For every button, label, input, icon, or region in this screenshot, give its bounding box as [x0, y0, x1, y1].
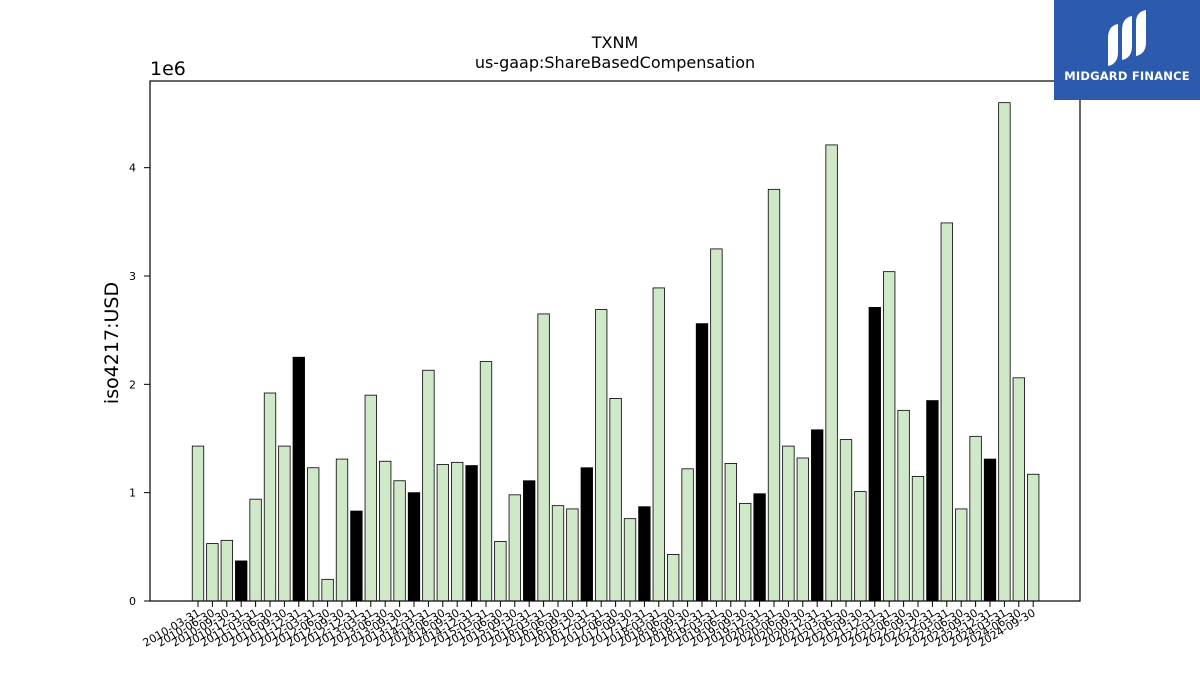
bar-2017-06-30: [609, 398, 622, 602]
bar-2019-06-30: [724, 463, 737, 602]
bar-2014-06-30: [436, 464, 449, 602]
bar-2014-03-31: [422, 369, 435, 602]
bar-2023-12-31: [983, 458, 997, 602]
brand-logo: MIDGARD FINANCE: [1054, 0, 1200, 100]
bar-2018-03-31: [652, 287, 665, 602]
bar-2024-03-31: [998, 102, 1011, 602]
bar-2023-09-30: [969, 435, 982, 602]
bar-2022-03-31: [883, 271, 896, 602]
y-tick-label: 4: [129, 162, 136, 175]
y-ticks-group: 0 1 2 3 4: [129, 162, 150, 608]
bar-2018-09-30: [681, 468, 694, 602]
bar-2022-12-31: [926, 400, 939, 602]
logo-mark-icon: [1108, 10, 1146, 66]
bar-2021-06-30: [839, 439, 853, 602]
bar-2021-03-31: [825, 144, 838, 602]
bar-2013-06-30: [379, 460, 392, 602]
bar-2017-12-31: [638, 506, 651, 602]
bar-2010-03-31: [191, 445, 205, 602]
chart-subtitle: us-gaap:ShareBasedCompensation: [475, 53, 755, 72]
bar-2020-06-30: [782, 445, 795, 602]
bar-2020-09-30: [796, 457, 809, 602]
y-tick-label: 2: [129, 378, 136, 391]
bar-2023-03-31: [940, 222, 953, 602]
bar-2012-09-30: [335, 458, 349, 602]
bar-2012-12-31: [350, 510, 363, 602]
bar-2012-03-31: [307, 467, 320, 602]
logo-text: MIDGARD FINANCE: [1064, 69, 1190, 83]
bar-2017-03-31: [595, 309, 608, 602]
bar-2023-06-30: [955, 508, 968, 602]
bar-2022-09-30: [911, 476, 925, 602]
bar-2016-03-31: [537, 313, 550, 602]
bar-2015-09-30: [508, 494, 521, 602]
bar-2014-12-31: [465, 465, 478, 602]
bar-2010-06-30: [206, 543, 219, 602]
bar-2015-03-31: [479, 361, 493, 602]
y-axis-label: iso4217:USD: [101, 282, 123, 404]
bar-2013-09-30: [393, 480, 406, 602]
bar-2024-06-30: [1012, 377, 1025, 602]
bar-2012-06-30: [321, 578, 334, 602]
chart-title: TXNM: [591, 33, 639, 52]
y-tick-label: 0: [129, 595, 136, 608]
bar-2010-09-30: [220, 539, 233, 602]
bar-2011-03-31: [249, 498, 262, 602]
bar-2013-12-31: [407, 492, 421, 602]
bar-2016-06-30: [551, 505, 565, 602]
y-scale-label: 1e6: [150, 58, 186, 80]
bar-2011-09-30: [278, 445, 291, 602]
bar-2021-12-31: [868, 307, 881, 602]
y-tick-label: 3: [129, 270, 136, 283]
bar-2010-12-31: [235, 560, 248, 602]
bar-2014-09-30: [451, 461, 464, 602]
bar-2018-06-30: [667, 554, 680, 602]
bar-2024-09-30: [1027, 473, 1040, 602]
bar-2011-12-31: [292, 356, 305, 602]
x-ticks-group: 2010-03-312010-06-302010-09-302010-12-31…: [141, 601, 1038, 650]
bar-2016-12-31: [580, 467, 593, 602]
bar-2020-12-31: [811, 429, 824, 602]
bar-2015-12-31: [523, 480, 536, 602]
plot-frame: [149, 80, 1081, 602]
bar-2022-06-30: [897, 409, 910, 602]
bar-2015-06-30: [494, 541, 507, 602]
bar-2019-09-30: [739, 503, 752, 602]
bar-2013-03-31: [364, 394, 377, 602]
bar-2016-09-30: [566, 508, 579, 602]
bar-2021-09-30: [854, 491, 867, 602]
bars-group: [191, 102, 1040, 602]
bar-2019-12-31: [753, 493, 766, 602]
bar-2019-03-31: [710, 248, 723, 602]
bar-2020-03-31: [767, 188, 781, 602]
bar-2018-12-31: [695, 323, 709, 602]
y-tick-label: 1: [129, 487, 136, 500]
bar-2011-06-30: [263, 392, 277, 602]
bar-2017-09-30: [623, 518, 637, 602]
